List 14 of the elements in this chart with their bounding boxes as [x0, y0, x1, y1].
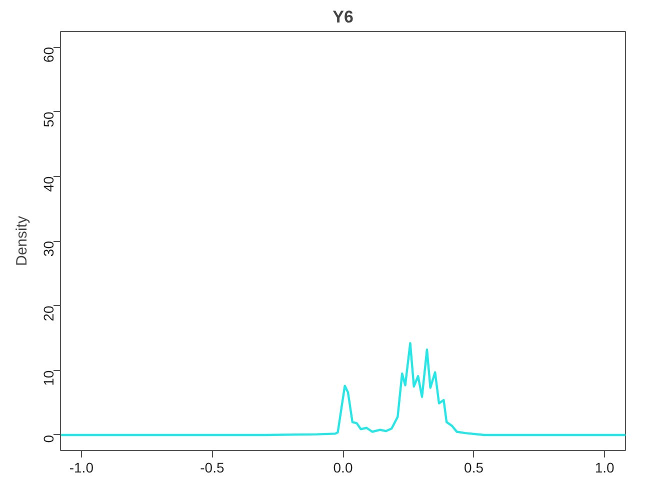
chart-title: Y6: [332, 8, 354, 26]
y-axis-title: Density: [14, 215, 30, 266]
y-tick-label: 10: [40, 370, 56, 386]
x-tick-label: 0.0: [333, 460, 353, 476]
y-tick-label: 40: [40, 176, 56, 192]
y-tick-label: 50: [40, 111, 56, 128]
x-tick-label: -0.5: [200, 460, 224, 476]
y-tick-label: 0: [40, 434, 56, 443]
x-tick-label: -1.0: [69, 460, 94, 476]
x-tick-label: 0.5: [464, 460, 484, 476]
x-tick-label: 1.0: [594, 460, 615, 476]
y-tick-label: 20: [40, 305, 56, 322]
y-tick-label: 60: [40, 46, 56, 63]
y-tick-label: 30: [40, 240, 56, 257]
